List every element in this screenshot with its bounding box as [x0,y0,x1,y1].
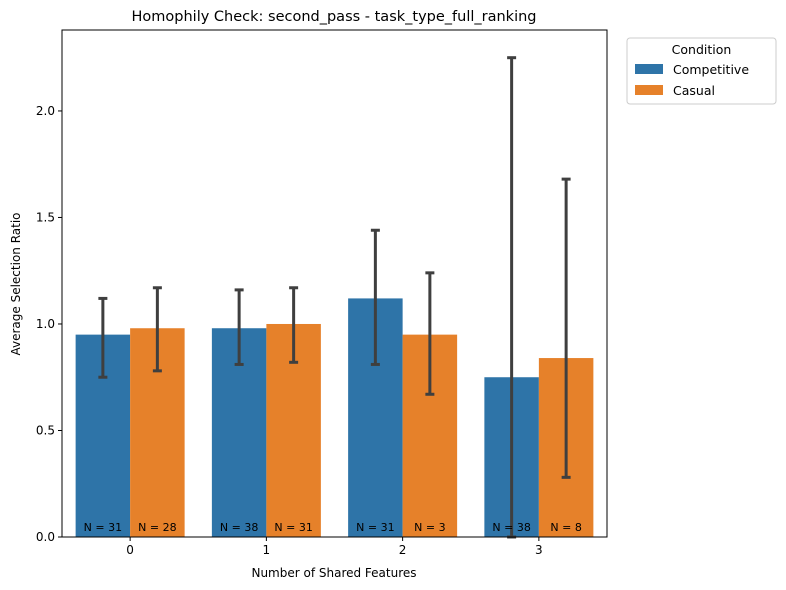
n-label: N = 28 [138,521,176,534]
n-label: N = 38 [220,521,258,534]
x-tick-label: 2 [399,543,407,557]
y-tick-label: 1.0 [36,317,55,331]
n-label: N = 31 [274,521,312,534]
plot-area: N = 31 N = 38 N = 31 N = 38N = 28 N = 31 N = … [36,29,608,557]
n-label: N = 31 [84,521,122,534]
legend-label: Casual [673,83,715,98]
y-axis-title: Average Selection Ratio [9,212,23,355]
axes-frame [61,29,608,538]
y-tick-label: 0.0 [36,530,55,544]
legend-title: Condition [672,42,732,57]
n-label: N = 8 [550,521,581,534]
n-label: N = 31 [356,521,394,534]
y-tick-label: 2.0 [36,104,55,118]
y-tick-label: 0.5 [36,423,55,437]
x-tick-label: 3 [535,543,543,557]
y-tick-label: 1.5 [36,210,55,224]
x-tick-label: 1 [263,543,271,557]
x-tick-label: 0 [126,543,134,557]
n-label: N = 3 [414,521,445,534]
legend-label: Competitive [673,62,749,77]
chart-title: Homophily Check: second_pass - task_type… [132,9,537,25]
legend-swatch [635,85,663,95]
legend-box [626,37,777,105]
legend: Condition Competitive Casual [626,37,777,105]
n-label: N = 38 [492,521,530,534]
legend-swatch [635,64,663,74]
x-axis-title: Number of Shared Features [251,566,416,580]
